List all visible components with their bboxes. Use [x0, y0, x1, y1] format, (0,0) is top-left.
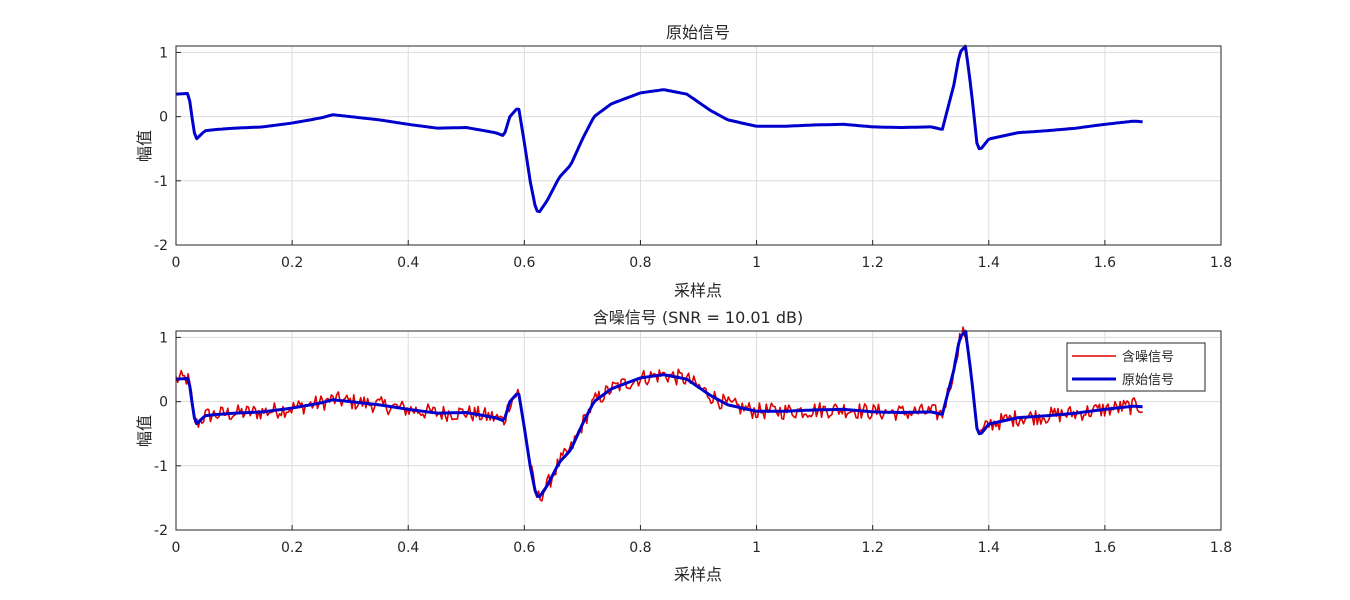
y-tick-label: 0	[159, 395, 168, 411]
x-tick-label: 0.6	[513, 540, 535, 556]
x-tick-label: 1	[752, 540, 761, 556]
x-tick-label: 1	[752, 255, 761, 271]
chart-title: 原始信号	[666, 23, 730, 42]
x-tick-label: 1.2	[862, 255, 884, 271]
x-tick-label: 1.8	[1210, 540, 1232, 556]
x-tick-label: 0.4	[397, 255, 419, 271]
x-tick-label: 0.6	[513, 255, 535, 271]
axes-box	[175, 45, 1222, 246]
x-tick-label: 1.8	[1210, 255, 1232, 271]
subplot-original: 0 0.2 0.4 0.6 0.8 1 1.2 1.4 1.6 1.8 -2 -1 0 1 原始信号 幅值…	[135, 23, 1232, 300]
x-tick-label: 1.6	[1094, 540, 1116, 556]
y-tick-label: 0	[159, 110, 168, 126]
x-tick-label: 0	[172, 255, 181, 271]
plot-area: 0 0.2 0.4 0.6 0.8 1 1.2 1.4 1.6 1.8 -2 -1 0 1	[154, 326, 1232, 556]
chart-title: 含噪信号 (SNR = 10.01 dB)	[593, 308, 803, 327]
x-tick-label: 1.4	[978, 255, 1000, 271]
x-tick-label: 0.2	[281, 255, 303, 271]
plot-area: 0 0.2 0.4 0.6 0.8 1 1.2 1.4 1.6 1.8 -2 -1 0 1	[154, 44, 1232, 271]
y-tick-label: -2	[154, 238, 168, 254]
legend-label-original: 原始信号	[1122, 373, 1174, 388]
x-tick-label: 0.8	[629, 540, 651, 556]
y-tick-label: -1	[154, 459, 168, 475]
legend: 含噪信号 原始信号	[1066, 342, 1206, 392]
x-tick-label: 0	[172, 540, 181, 556]
x-tick-label: 1.4	[978, 540, 1000, 556]
y-axis-label: 幅值	[135, 415, 154, 447]
y-tick-label: -2	[154, 523, 168, 539]
x-tick-label: 1.6	[1094, 255, 1116, 271]
x-tick-label: 0.2	[281, 540, 303, 556]
y-tick-label: -1	[154, 174, 168, 190]
series-line-noisy	[175, 326, 1143, 502]
x-axis-label: 采样点	[674, 565, 722, 584]
series-line-original	[175, 44, 1143, 214]
x-tick-label: 0.4	[397, 540, 419, 556]
y-axis-label: 幅值	[135, 130, 154, 162]
y-tick-label: 1	[159, 330, 168, 346]
x-tick-label: 1.2	[862, 540, 884, 556]
axes-box	[175, 330, 1222, 531]
y-tick-label: 1	[159, 45, 168, 61]
x-axis-label: 采样点	[674, 281, 722, 300]
legend-label-noisy: 含噪信号	[1122, 349, 1174, 365]
x-tick-label: 0.8	[629, 255, 651, 271]
series-line-original	[175, 329, 1143, 499]
legend-box	[1066, 342, 1206, 392]
subplot-noisy: 0 0.2 0.4 0.6 0.8 1 1.2 1.4 1.6 1.8 -2 -1 0 1 含噪信号 (S…	[135, 308, 1232, 584]
